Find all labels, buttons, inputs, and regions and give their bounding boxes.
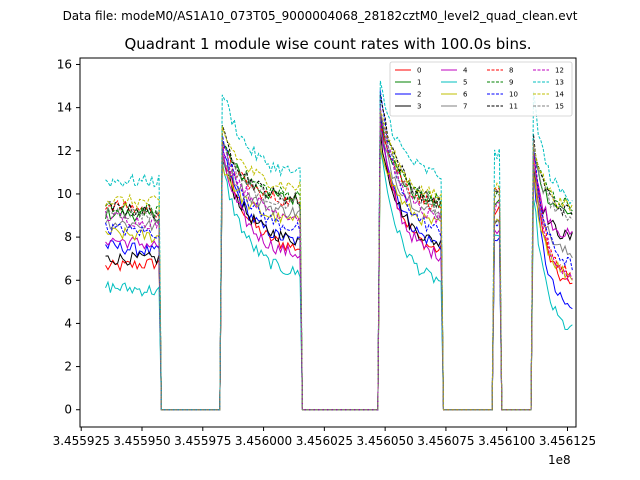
- legend-box: [389, 61, 573, 117]
- x-tick-label: 3.456100: [478, 434, 535, 448]
- y-tick-label: 4: [64, 316, 72, 330]
- legend-label-7: 7: [463, 103, 467, 111]
- x-tick-label: 3.455975: [174, 434, 231, 448]
- x-tick-label: 3.456050: [357, 434, 414, 448]
- legend-label-1: 1: [417, 79, 421, 87]
- legend-label-14: 14: [555, 91, 564, 99]
- legend-label-0: 0: [417, 67, 421, 75]
- x-tick-label: 3.455925: [53, 434, 110, 448]
- x-tick-label: 3.456000: [235, 434, 292, 448]
- legend-label-5: 5: [463, 79, 467, 87]
- legend-label-8: 8: [509, 67, 513, 75]
- y-tick-label: 0: [64, 403, 72, 417]
- legend-label-2: 2: [417, 91, 421, 99]
- y-tick-label: 16: [57, 57, 72, 71]
- y-tick-label: 12: [57, 144, 72, 158]
- x-tick-label: 3.456075: [417, 434, 474, 448]
- plot-lines: [105, 80, 573, 411]
- legend-label-6: 6: [463, 91, 468, 99]
- x-tick-label: 3.456025: [296, 434, 353, 448]
- legend-label-4: 4: [463, 67, 468, 75]
- legend-label-11: 11: [509, 103, 518, 111]
- legend-label-13: 13: [555, 79, 564, 87]
- axes: 3.455925 3.455950 3.455975 3.456000 3.456025…: [53, 57, 597, 448]
- y-tick-label: 14: [57, 101, 72, 115]
- series-line-15: [105, 111, 573, 411]
- y-tick-label: 2: [64, 360, 72, 374]
- y-tick-label: 8: [64, 230, 72, 244]
- x-tick-label: 3.455950: [113, 434, 170, 448]
- axes-frame: [79, 57, 577, 428]
- y-tick-label: 6: [64, 273, 72, 287]
- chart-title: Quadrant 1 module wise count rates with …: [124, 35, 531, 53]
- legend-label-12: 12: [555, 67, 564, 75]
- legend-label-9: 9: [509, 79, 513, 87]
- legend-label-10: 10: [509, 91, 518, 99]
- legend-label-15: 15: [555, 103, 564, 111]
- x-offset-label: 1e8: [548, 453, 571, 467]
- y-tick-label: 10: [57, 187, 72, 201]
- legend-label-3: 3: [417, 103, 421, 111]
- chart-suptitle: Data file: modeM0/AS1A10_073T05_90000040…: [63, 9, 578, 23]
- x-tick-label: 3.456125: [539, 434, 596, 448]
